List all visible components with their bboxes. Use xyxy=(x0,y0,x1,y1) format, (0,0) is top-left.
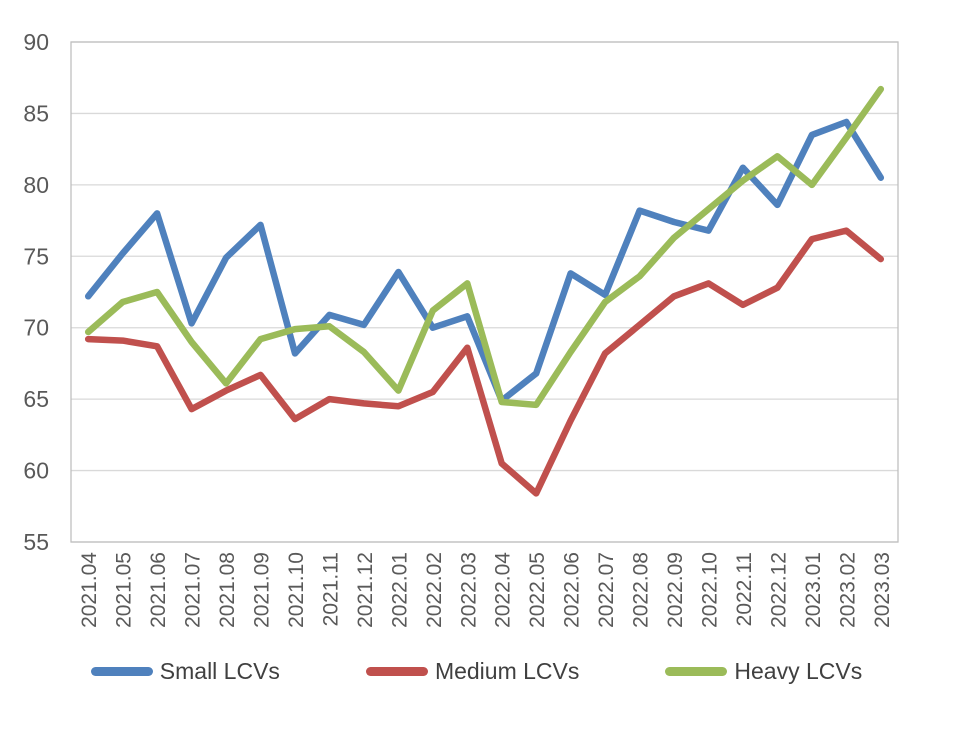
x-axis-tick-label: 2022.06 xyxy=(561,552,584,628)
x-axis-tick-label: 2022.08 xyxy=(630,552,653,628)
y-axis-tick-label: 70 xyxy=(23,315,49,341)
x-axis-tick-label: 2022.07 xyxy=(595,552,618,628)
y-axis-tick-label: 90 xyxy=(23,29,49,55)
legend-label-heavy-lcvs: Heavy LCVs xyxy=(734,658,863,684)
x-axis-tick-label: 2022.05 xyxy=(526,552,549,628)
legend-swatch-medium-lcvs xyxy=(365,667,428,676)
x-axis-tick-label: 2022.03 xyxy=(457,552,480,628)
legend-item-medium-lcvs[interactable]: Medium LCVs xyxy=(365,658,580,684)
plot-border xyxy=(70,41,899,543)
y-axis-tick-label: 55 xyxy=(23,529,49,555)
x-axis-tick-label: 2021.04 xyxy=(78,552,101,628)
x-axis-tick-label: 2021.09 xyxy=(251,552,274,628)
y-axis-tick-label: 60 xyxy=(23,458,49,484)
x-axis-tick-label: 2022.02 xyxy=(423,552,446,628)
x-axis-tick-label: 2023.01 xyxy=(802,552,825,628)
x-axis-tick-label: 2021.08 xyxy=(216,552,239,628)
legend-item-heavy-lcvs[interactable]: Heavy LCVs xyxy=(665,660,862,683)
x-axis-tick-label: 2022.04 xyxy=(492,552,515,628)
series-line-heavy-lcvs[interactable] xyxy=(84,85,885,409)
chart-legend: Small LCVs Medium LCVs Heavy LCVs xyxy=(0,660,953,683)
x-axis-tick-label: 2021.10 xyxy=(285,552,308,628)
x-axis-tick-label: 2022.09 xyxy=(664,552,687,628)
legend-item-small-lcvs[interactable]: Small LCVs xyxy=(90,658,280,684)
x-axis-tick-label: 2023.03 xyxy=(871,552,894,628)
x-axis-tick-label: 2021.11 xyxy=(319,552,342,626)
series-line-medium-lcvs[interactable] xyxy=(84,227,885,497)
y-axis-tick-label: 65 xyxy=(23,386,49,412)
legend-label-medium-lcvs: Medium LCVs xyxy=(434,658,580,684)
x-axis-tick-label: 2021.07 xyxy=(182,552,205,628)
legend-swatch-heavy-lcvs xyxy=(665,667,728,676)
y-axis-tick-label: 80 xyxy=(23,172,49,198)
x-axis-tick-label: 2022.11 xyxy=(733,552,756,626)
y-axis-tick-label: 75 xyxy=(23,243,49,269)
x-axis-tick-label: 2021.05 xyxy=(113,552,136,628)
x-axis-tick-label: 2021.06 xyxy=(147,552,170,628)
x-axis-tick-label: 2021.12 xyxy=(354,552,377,628)
x-axis-tick-label: 2022.10 xyxy=(698,552,721,628)
x-axis-tick-label: 2022.01 xyxy=(388,552,411,628)
x-axis-tick-label: 2022.12 xyxy=(767,552,790,628)
legend-swatch-small-lcvs xyxy=(90,667,153,676)
x-axis-tick-label: 2023.02 xyxy=(836,552,859,628)
legend-label-small-lcvs: Small LCVs xyxy=(159,658,280,684)
y-axis-tick-label: 85 xyxy=(23,100,49,126)
